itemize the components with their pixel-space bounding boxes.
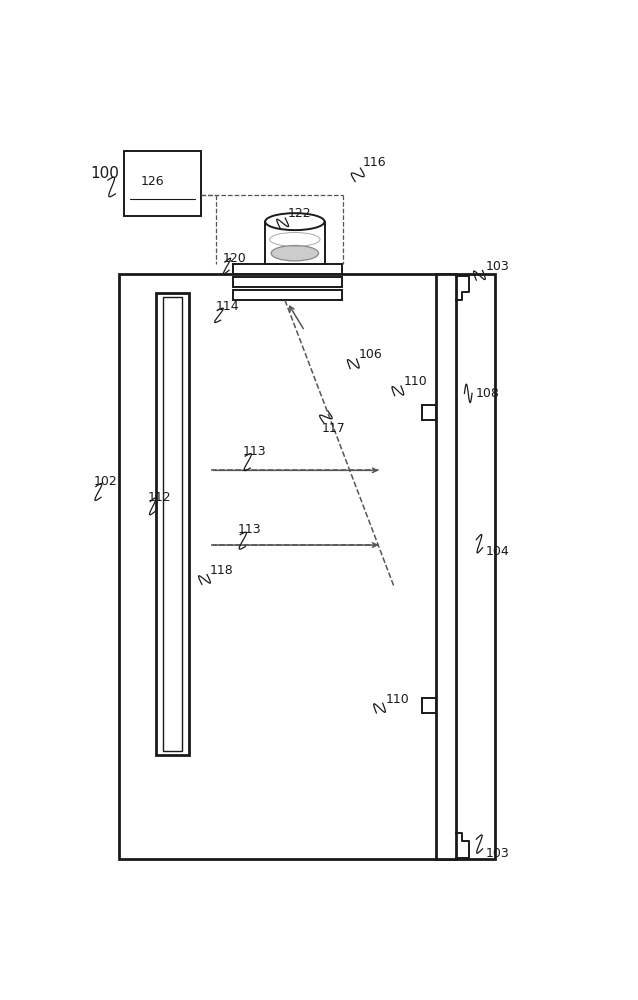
Bar (422, 698, 436, 713)
Text: 126: 126 (141, 175, 165, 188)
Text: 117: 117 (322, 422, 346, 434)
Text: 102: 102 (94, 475, 117, 488)
Text: 104: 104 (485, 545, 509, 558)
Text: 113: 113 (238, 523, 262, 536)
Text: 114: 114 (216, 300, 239, 313)
Text: 113: 113 (243, 445, 267, 458)
Bar (233, 277, 342, 287)
Text: 116: 116 (362, 156, 386, 169)
Bar (422, 405, 436, 420)
Bar (233, 290, 342, 300)
Text: 108: 108 (475, 387, 499, 400)
Bar (265, 222, 325, 264)
Text: 110: 110 (404, 375, 427, 388)
Ellipse shape (265, 213, 325, 230)
Ellipse shape (271, 246, 318, 261)
Text: 122: 122 (287, 207, 311, 220)
Bar (163, 297, 182, 751)
Text: 110: 110 (385, 693, 409, 706)
Bar (233, 264, 342, 274)
Text: 106: 106 (359, 348, 383, 361)
Text: 103: 103 (485, 847, 509, 860)
Text: 112: 112 (148, 491, 172, 504)
Text: 100: 100 (91, 166, 119, 181)
Text: 118: 118 (209, 564, 233, 577)
Text: 103: 103 (485, 260, 509, 273)
Bar (124, 151, 201, 216)
Bar (436, 274, 456, 859)
Bar (156, 293, 189, 755)
Text: 120: 120 (223, 252, 247, 265)
Bar (119, 274, 495, 859)
